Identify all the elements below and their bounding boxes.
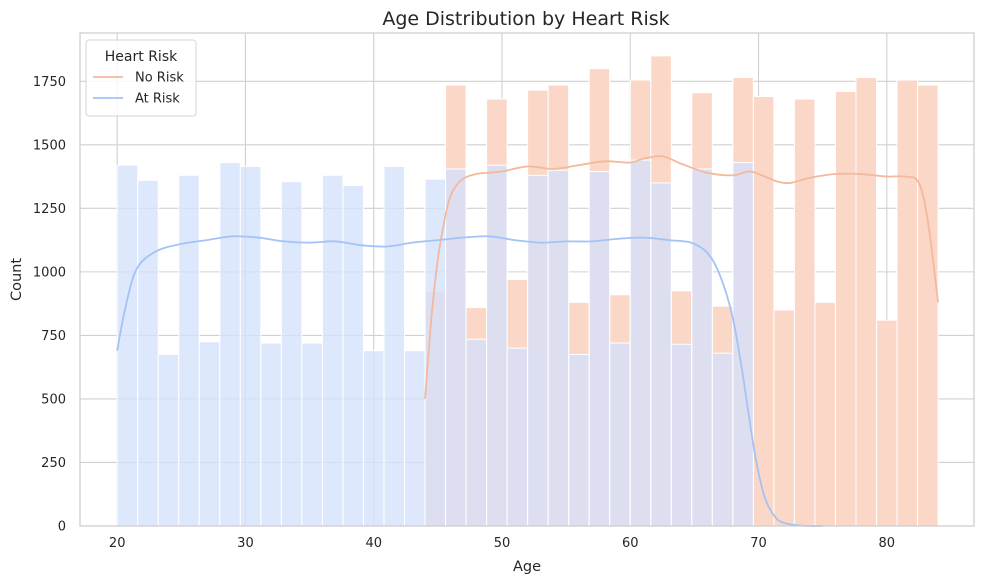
x-tick-label: 20 [109, 536, 126, 551]
at-risk-kde-line [116, 235, 823, 527]
plot-frame [79, 32, 975, 527]
at-risk-bar [219, 162, 241, 527]
chart-title: Age Distribution by Heart Risk [382, 8, 669, 30]
at-risk-bar [670, 343, 693, 527]
y-tick-label: 1750 [33, 75, 66, 90]
no-risk-bar [773, 309, 795, 527]
x-tick-label: 70 [750, 536, 767, 551]
no-risk-bar [876, 319, 898, 527]
at-risk-bar [547, 169, 570, 527]
at-risk-bar [260, 342, 282, 527]
at-risk-bar [506, 347, 529, 527]
no-risk-bar [814, 301, 836, 527]
x-tick-label: 40 [365, 536, 382, 551]
no-risk-bar [855, 76, 878, 527]
x-tick-label: 80 [879, 536, 896, 551]
at-risk-bar [362, 350, 385, 527]
y-tick-label: 750 [41, 329, 66, 344]
at-risk-bar [280, 181, 303, 527]
kde-lines [116, 155, 939, 527]
y-axis-label: Count [9, 258, 25, 301]
at-risk-bar [239, 165, 262, 527]
y-tick-label: 1500 [33, 138, 66, 153]
legend-label-no-risk: No Risk [135, 71, 184, 86]
at-risk-bar [157, 353, 180, 527]
at-risk-bar [137, 179, 159, 527]
at-risk-bar [301, 342, 323, 527]
at-risk-bar [568, 353, 590, 527]
at-risk-bar [711, 352, 734, 527]
at-risk-bars [116, 159, 754, 527]
y-tick-label: 1000 [33, 265, 66, 280]
at-risk-bar [178, 174, 200, 527]
at-risk-bar [609, 342, 631, 527]
x-tick-label: 30 [237, 536, 254, 551]
x-axis-label: Age [513, 559, 541, 575]
no-risk-bar [896, 79, 919, 527]
legend-box [85, 39, 197, 117]
no-risk-bar [917, 84, 939, 527]
at-risk-bar [198, 341, 221, 527]
x-tick-label: 50 [494, 536, 511, 551]
at-risk-bar [342, 184, 364, 527]
at-risk-bar [527, 174, 549, 527]
at-risk-bar [404, 350, 426, 527]
y-tick-labels: 0 250 500 750 1000 1250 1500 1750 [33, 75, 66, 535]
y-tick-label: 500 [41, 392, 66, 407]
at-risk-bar [383, 165, 406, 527]
at-risk-bar [629, 159, 652, 527]
x-tick-labels: 20 30 40 50 60 70 80 [109, 536, 895, 551]
at-risk-bar [588, 170, 611, 527]
no-risk-bar [793, 98, 816, 527]
at-risk-bar [650, 182, 672, 527]
y-tick-label: 0 [58, 520, 66, 535]
y-tick-label: 1250 [33, 202, 66, 217]
at-risk-bar [116, 164, 139, 527]
at-risk-bar [465, 338, 488, 527]
x-tick-label: 60 [622, 536, 639, 551]
at-risk-bar [691, 168, 713, 527]
at-risk-bar [732, 162, 754, 527]
at-risk-bar [486, 164, 508, 527]
no-risk-kde-line [424, 155, 939, 400]
no-risk-bar [834, 90, 857, 527]
legend-label-at-risk: At Risk [135, 92, 180, 107]
legend-title: Heart Risk [105, 49, 178, 65]
y-tick-label: 250 [41, 456, 66, 471]
legend: Heart Risk No Risk At Risk [85, 39, 197, 117]
at-risk-bar [321, 174, 344, 527]
at-risk-bar [445, 168, 467, 527]
